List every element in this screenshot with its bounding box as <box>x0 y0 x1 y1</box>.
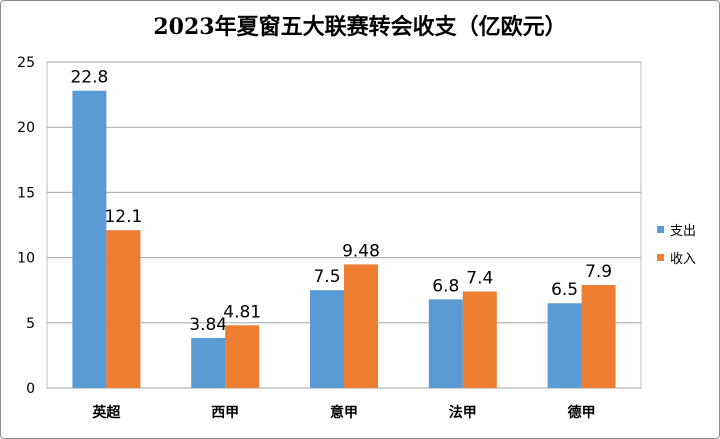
bar-expense-0 <box>72 90 107 389</box>
x-tick-label: 西甲 <box>211 405 239 421</box>
bar-income-4 <box>581 284 616 388</box>
x-tick-label: 英超 <box>91 404 121 421</box>
legend-swatch-expense <box>657 225 664 233</box>
data-label: 12.1 <box>104 207 142 227</box>
bar-income-3 <box>462 291 497 388</box>
y-tick-label: 0 <box>26 381 35 397</box>
bar-expense-2 <box>310 290 344 388</box>
y-tick-label: 10 <box>17 251 35 267</box>
chart-title: 2023年夏窗五大联赛转会收支（亿欧元） <box>153 14 567 40</box>
x-tick-label: 意甲 <box>330 404 358 421</box>
data-label: 7.5 <box>313 267 340 287</box>
data-label: 9.48 <box>342 241 380 261</box>
data-label: 7.4 <box>466 269 493 289</box>
bar-income-2 <box>344 264 378 388</box>
y-tick-label: 20 <box>17 120 35 136</box>
data-label: 7.9 <box>585 262 612 282</box>
x-tick-label: 法甲 <box>449 404 477 421</box>
y-tick-label: 25 <box>17 55 35 71</box>
legend-swatch-income <box>657 253 664 261</box>
y-tick-label: 15 <box>17 185 35 201</box>
data-label: 3.84 <box>189 315 227 335</box>
legend-item-expense: 支出 <box>657 215 717 243</box>
legend-item-income: 收入 <box>657 243 717 271</box>
bar-expense-4 <box>547 303 582 388</box>
data-label: 22.8 <box>70 68 108 88</box>
data-label: 6.5 <box>551 280 578 300</box>
data-label: 6.8 <box>432 276 459 296</box>
x-tick-label: 德甲 <box>568 404 596 421</box>
legend-label-income: 收入 <box>670 251 697 267</box>
bar-expense-1 <box>191 337 226 388</box>
chart-legend: 支出 收入 <box>657 215 717 271</box>
data-label: 4.81 <box>223 302 261 322</box>
legend-label-expense: 支出 <box>670 223 697 239</box>
bar-expense-3 <box>428 299 463 388</box>
y-tick-label: 5 <box>26 316 35 332</box>
bar-income-0 <box>106 230 141 388</box>
bar-income-1 <box>225 325 260 388</box>
